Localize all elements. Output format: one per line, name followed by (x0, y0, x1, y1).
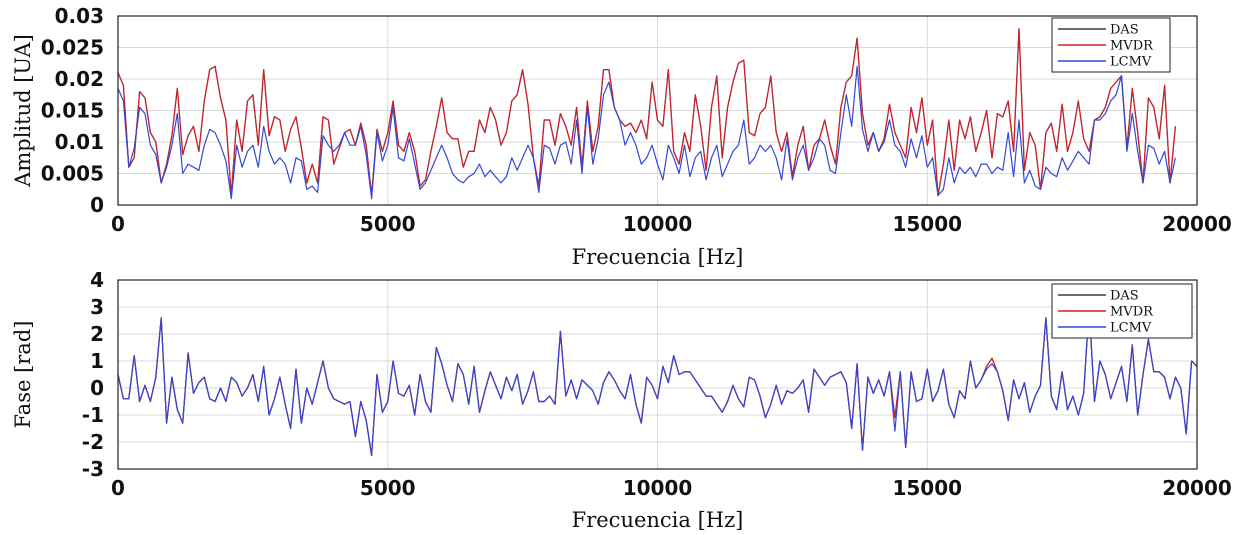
x-tick-label: 5000 (360, 212, 416, 236)
y-axis-label: Fase [rad] (11, 321, 35, 429)
x-tick-label: 10000 (623, 476, 693, 500)
y-tick-label: 0.03 (55, 4, 104, 28)
y-tick-label: 0 (90, 376, 104, 400)
chart-panel-1: 0 5000 10000 15000 20000 0 0.005 0.01 0.015 0.02 0… (11, 4, 1232, 269)
y-tick-label: 3 (90, 295, 104, 319)
x-axis-label: Frecuencia [Hz] (572, 245, 744, 269)
y-tick-label: 2 (90, 322, 104, 346)
series-lcmv-line (117, 306, 1198, 457)
legend-label-das: DAS (1110, 289, 1139, 304)
y-tick-label: 0.015 (41, 99, 104, 123)
x-axis-label: Frecuencia [Hz] (572, 508, 744, 532)
y-tick-label: -2 (82, 430, 104, 454)
x-tick-label: 0 (111, 476, 125, 500)
x-tick-label: 20000 (1162, 476, 1232, 500)
plot-frame (117, 279, 1198, 470)
x-tick-label: 5000 (360, 476, 416, 500)
y-tick-label: 4 (90, 268, 104, 292)
y-tick-label: 1 (90, 349, 104, 373)
y-tick-label: 0.025 (41, 36, 104, 60)
legend-label-das: DAS (1110, 23, 1139, 38)
x-tick-label: 0 (111, 212, 125, 236)
y-tick-label: 0.005 (41, 162, 104, 186)
x-tick-label: 20000 (1162, 212, 1232, 236)
y-tick-label: 0.01 (55, 130, 104, 154)
plot-frame (117, 15, 1198, 206)
legend-label-lcmv: LCMV (1110, 321, 1152, 336)
legend-label-mvdr: MVDR (1110, 39, 1154, 54)
legend-label-lcmv: LCMV (1110, 55, 1152, 70)
series-mvdr-line (117, 28, 1176, 197)
chart-panel-2: 0 5000 10000 15000 20000 -3 -2 -1 0 1 2 3 4 Frecuenci… (11, 268, 1232, 532)
y-tick-label: -3 (82, 457, 104, 481)
legend-label-mvdr: MVDR (1110, 305, 1154, 320)
x-tick-label: 10000 (623, 212, 693, 236)
y-axis-label: Amplitud [UA] (11, 34, 35, 188)
y-tick-label: 0.02 (55, 67, 104, 91)
y-tick-label: 0 (90, 193, 104, 217)
x-tick-label: 15000 (892, 476, 962, 500)
y-tick-label: -1 (82, 403, 104, 427)
series-lcmv-line (117, 65, 1176, 200)
x-tick-label: 15000 (892, 212, 962, 236)
